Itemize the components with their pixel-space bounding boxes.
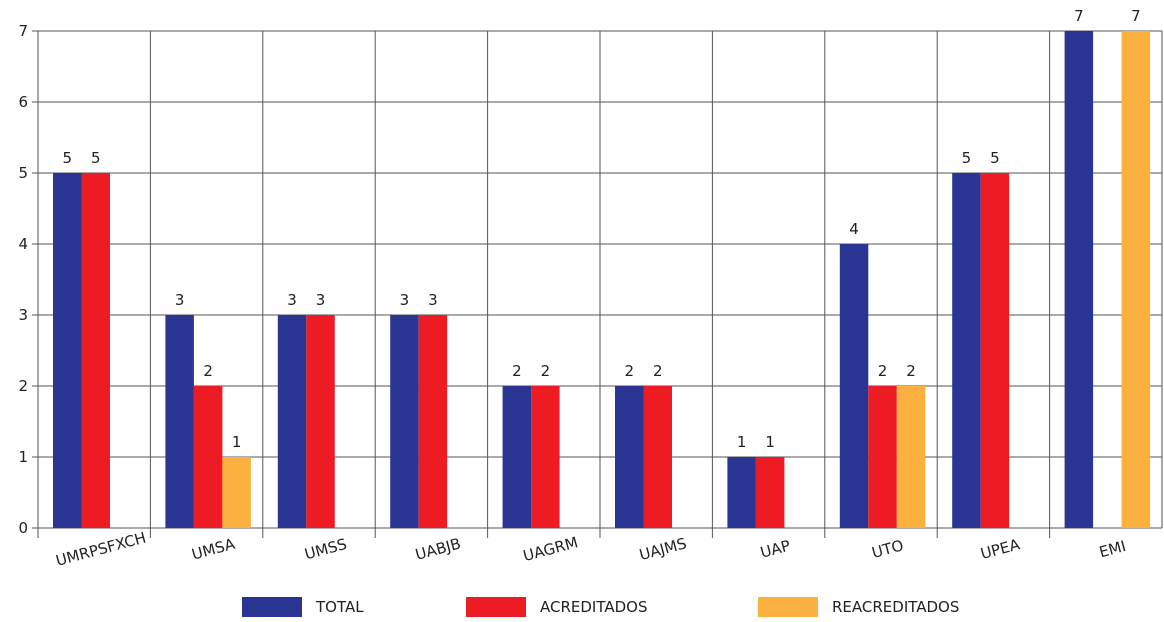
ytick-label: 0: [18, 519, 28, 537]
bar-total: [952, 173, 981, 528]
legend-swatch-total: [242, 597, 302, 617]
bar-acreditados: [193, 386, 223, 528]
legend-swatch-reacreditados: [758, 597, 818, 617]
bar-total: [502, 386, 532, 528]
ytick-label: 2: [18, 377, 28, 395]
bar-acreditados: [755, 457, 785, 528]
category-label: UAJMS: [637, 534, 688, 564]
legend-item-reacreditados: REACREDITADOS: [758, 597, 959, 617]
category-label: UMSA: [190, 535, 238, 564]
data-label: 7: [1131, 7, 1141, 25]
data-label: 3: [175, 291, 185, 309]
legend-label-total: TOTAL: [316, 598, 364, 616]
ytick-label: 1: [18, 448, 28, 466]
bar-total: [615, 386, 644, 528]
data-label: 2: [624, 362, 634, 380]
y-axis: 0 1 2 3 4 5 6 7: [18, 22, 38, 537]
bar-total: [53, 173, 82, 528]
data-label: 2: [512, 362, 522, 380]
legend-label-reacreditados: REACREDITADOS: [832, 598, 960, 616]
data-label: 5: [962, 149, 972, 167]
bar-reacreditados: [896, 386, 926, 528]
bar-acreditados: [418, 315, 448, 528]
category-label: UMRPSFXCH: [54, 529, 148, 570]
category-label: UAP: [758, 537, 792, 562]
data-label: 2: [653, 362, 663, 380]
data-label: 2: [203, 362, 213, 380]
data-label: 5: [990, 149, 1000, 167]
legend: TOTAL ACREDITADOS REACREDITADOS: [0, 597, 1164, 621]
bar-acreditados: [868, 386, 897, 528]
legend-item-acreditados: ACREDITADOS: [466, 597, 647, 617]
bar-acreditados: [531, 386, 560, 528]
legend-swatch-acreditados: [466, 597, 526, 617]
data-label: 1: [765, 433, 775, 451]
data-label: 7: [1074, 7, 1084, 25]
data-label: 5: [62, 149, 72, 167]
ytick-label: 5: [18, 164, 28, 182]
bar-total: [277, 315, 307, 528]
bar-acreditados: [980, 173, 1010, 528]
bar-total: [390, 315, 419, 528]
ytick-label: 7: [18, 22, 28, 40]
category-label: UPEA: [979, 535, 1023, 563]
bar-reacreditados: [1121, 31, 1151, 528]
data-label: 3: [316, 291, 326, 309]
ytick-label: 6: [18, 93, 28, 111]
data-label: 3: [287, 291, 297, 309]
data-label: 5: [91, 149, 101, 167]
data-label: 2: [878, 362, 888, 380]
data-label: 1: [232, 433, 242, 451]
bar-acreditados: [306, 315, 335, 528]
legend-item-total: TOTAL: [242, 597, 364, 617]
data-label: 3: [400, 291, 410, 309]
bar-acreditados: [81, 173, 110, 528]
bar-chart: 0 1 2 3 4 5 6 7 UMRPSFXCH UMSA UMSS UABJB UAGRM UAJM…: [18, 7, 1163, 570]
data-label: 3: [428, 291, 438, 309]
bar-total: [727, 457, 756, 528]
category-label: UABJB: [413, 534, 462, 563]
bar-reacreditados: [222, 457, 251, 528]
ytick-label: 3: [18, 306, 28, 324]
data-label: 1: [737, 433, 747, 451]
x-axis: UMRPSFXCH UMSA UMSS UABJB UAGRM UAJMS UAP UTO UP…: [54, 529, 1128, 570]
bar-total: [165, 315, 194, 528]
data-label: 2: [906, 362, 916, 380]
grid: [37, 30, 1163, 538]
category-label: UMSS: [303, 535, 349, 564]
category-label: UTO: [870, 536, 906, 562]
data-label: 4: [849, 220, 859, 238]
bar-acreditados: [643, 386, 672, 528]
legend-label-acreditados: ACREDITADOS: [540, 598, 648, 616]
bar-total: [1064, 31, 1094, 528]
bar-total: [839, 244, 869, 528]
category-label: EMI: [1097, 537, 1128, 561]
data-label: 2: [541, 362, 551, 380]
ytick-label: 4: [18, 235, 28, 253]
category-label: UAGRM: [521, 533, 580, 565]
bars: [53, 31, 1151, 528]
